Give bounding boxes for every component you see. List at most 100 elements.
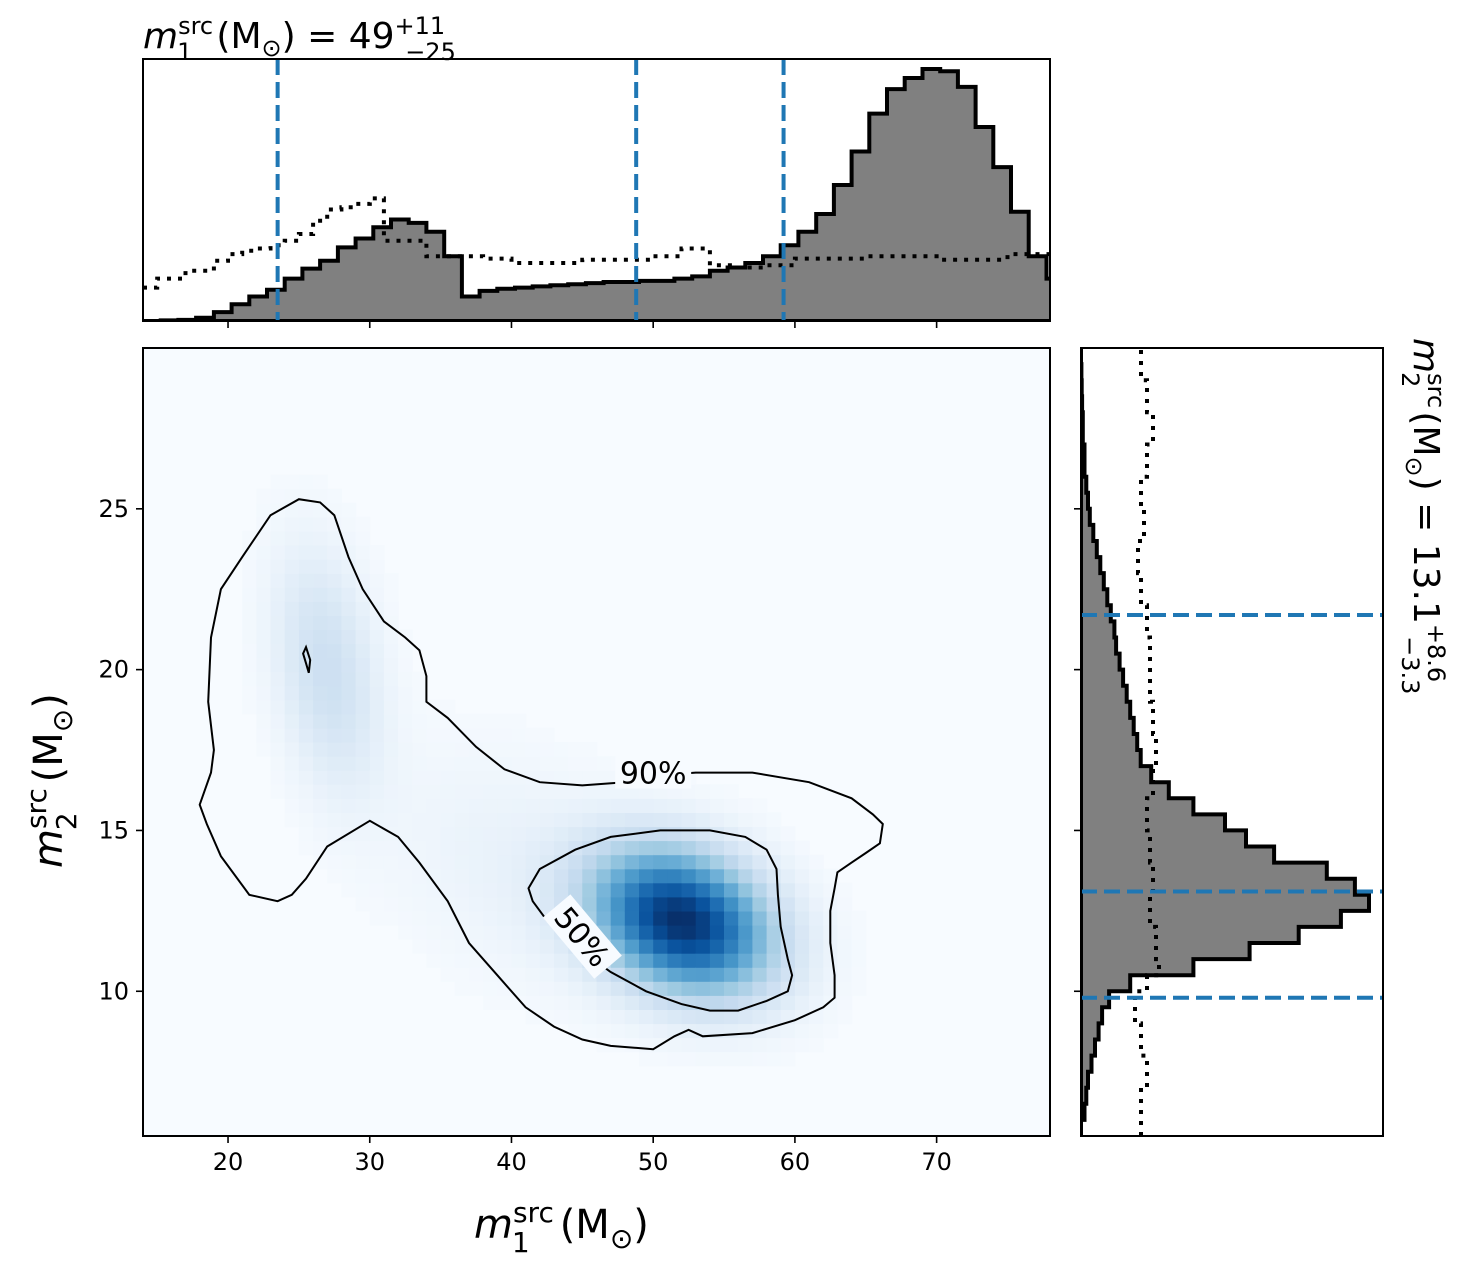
density-cell xyxy=(554,981,569,996)
density-cell xyxy=(284,587,300,602)
density-cell xyxy=(582,868,598,884)
density-cell xyxy=(256,727,272,743)
density-cell xyxy=(497,882,513,898)
density-cell xyxy=(426,840,442,856)
density-cell xyxy=(483,742,498,757)
density-cell xyxy=(270,770,286,785)
density-cell xyxy=(256,643,272,659)
density-cell xyxy=(454,840,470,856)
density-cell xyxy=(440,727,456,743)
density-cell xyxy=(355,896,371,912)
density-cell xyxy=(582,882,598,898)
density-cell xyxy=(369,643,385,659)
density-cell xyxy=(497,939,513,954)
density-cell xyxy=(284,559,300,574)
density-cell xyxy=(341,868,357,884)
density-cell xyxy=(483,882,498,898)
density-cell xyxy=(383,742,399,757)
density-cell xyxy=(639,882,654,898)
density-cell xyxy=(554,798,569,813)
density-cell xyxy=(369,854,385,870)
density-cell xyxy=(709,1009,725,1025)
density-cell xyxy=(610,896,626,912)
density-cell xyxy=(313,657,328,673)
density-cell xyxy=(270,727,286,743)
density-cell xyxy=(766,1009,782,1025)
density-cell xyxy=(738,924,753,940)
density-cell xyxy=(624,882,640,898)
density-cell xyxy=(681,981,697,996)
density-cell xyxy=(256,545,272,560)
density-cell xyxy=(511,939,527,954)
density-cell xyxy=(270,516,286,532)
density-cell xyxy=(752,882,768,898)
x-tick-label: 30 xyxy=(354,1148,385,1176)
density-cell xyxy=(412,770,428,785)
density-cell xyxy=(313,559,328,574)
density-cell xyxy=(469,727,484,743)
density-cell xyxy=(525,953,541,968)
density-cell xyxy=(426,896,442,912)
density-cell xyxy=(554,953,569,968)
density-cell xyxy=(724,953,739,968)
density-cell xyxy=(539,770,555,785)
density-cell xyxy=(766,910,782,926)
density-cell xyxy=(242,573,257,588)
density-cell xyxy=(709,924,725,940)
density-cell xyxy=(355,756,371,771)
density-cell xyxy=(525,1009,541,1025)
density-cell xyxy=(596,770,612,785)
density-cell xyxy=(313,629,328,645)
density-cell xyxy=(412,910,428,926)
density-cell xyxy=(284,742,300,757)
density-cell xyxy=(738,812,753,828)
density-cell xyxy=(327,545,342,560)
density-cell xyxy=(440,967,456,982)
density-cell xyxy=(327,587,342,602)
density-cell xyxy=(313,615,328,631)
density-cell xyxy=(582,756,598,771)
density-cell xyxy=(426,953,442,968)
density-cell xyxy=(695,1037,711,1053)
density-cell xyxy=(724,854,739,870)
density-cell xyxy=(369,573,385,588)
density-cell xyxy=(369,826,385,842)
density-cell xyxy=(582,812,598,828)
density-cell xyxy=(667,882,683,898)
density-cell xyxy=(511,742,527,757)
density-cell xyxy=(412,896,428,912)
density-cell xyxy=(426,910,442,926)
density-cell xyxy=(695,953,711,968)
density-cell xyxy=(284,530,300,546)
density-cell xyxy=(752,1051,768,1067)
density-cell xyxy=(525,826,541,842)
density-cell xyxy=(582,1023,598,1039)
density-cell xyxy=(454,770,470,785)
density-cell xyxy=(568,882,583,898)
density-cell xyxy=(511,967,527,982)
density-cell xyxy=(327,812,342,828)
density-cell xyxy=(837,981,853,996)
density-cell xyxy=(724,981,739,996)
density-cell xyxy=(752,953,768,968)
density-cell xyxy=(596,910,612,926)
density-cell xyxy=(369,882,385,898)
density-cell xyxy=(554,784,569,799)
density-cell xyxy=(724,798,739,813)
density-cell xyxy=(355,826,371,842)
density-cell xyxy=(298,573,314,588)
density-cell xyxy=(667,981,683,996)
density-cell xyxy=(284,601,300,616)
density-cell xyxy=(313,587,328,602)
density-cell xyxy=(624,812,640,828)
density-cell xyxy=(695,939,711,954)
density-cell xyxy=(539,812,555,828)
density-cell xyxy=(497,812,513,828)
density-cell xyxy=(766,967,782,982)
density-cell xyxy=(837,995,853,1010)
density-cell xyxy=(596,868,612,884)
density-cell xyxy=(624,1037,640,1053)
density-cell xyxy=(497,840,513,856)
density-cell xyxy=(497,826,513,842)
density-cell xyxy=(270,629,286,645)
